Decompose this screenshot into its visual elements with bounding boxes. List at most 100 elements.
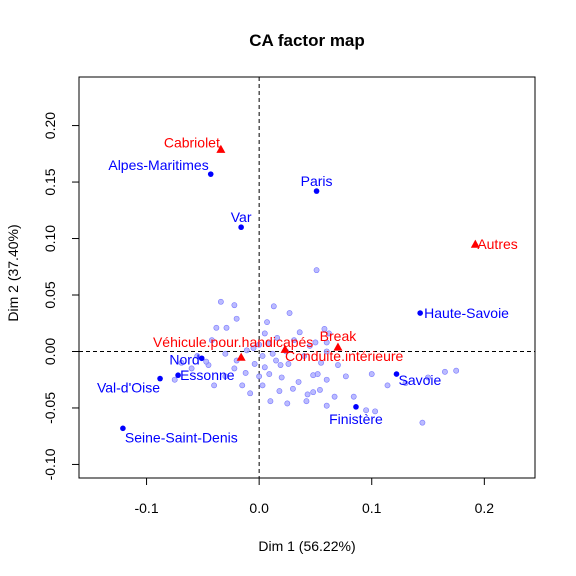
background-point [285, 361, 292, 367]
background-point [233, 315, 240, 322]
row-point-label: Finistère [329, 411, 383, 427]
background-point [242, 370, 249, 376]
background-point [321, 325, 328, 332]
x-tick-label: 0.0 [249, 500, 269, 516]
background-point [264, 319, 270, 326]
row-point [353, 404, 359, 410]
y-tick-label: 0.05 [42, 281, 58, 308]
plot-frame [78, 76, 536, 479]
row-point-label: Val-d'Oise [97, 380, 160, 396]
background-point [290, 385, 296, 392]
column-point-label: Cabriolet [164, 134, 220, 150]
background-point [259, 353, 266, 359]
y-tick-label: 0.10 [42, 225, 58, 252]
background-point [314, 371, 321, 377]
reference-lines [79, 77, 535, 478]
background-point [231, 302, 238, 309]
x-tick-label: 0.1 [362, 500, 382, 516]
background-point [278, 374, 285, 381]
y-axis-label: Dim 2 (37.40%) [5, 224, 21, 321]
background-point [425, 374, 431, 381]
column-point-label: Véhicule.pour.handicapés [153, 334, 313, 350]
background-point [291, 337, 297, 344]
background-point [335, 362, 341, 368]
row-point-label: Savoie [399, 372, 442, 388]
row-point-label: Var [231, 209, 252, 225]
column-point [216, 144, 226, 153]
background-point [306, 342, 313, 349]
row-point [175, 372, 181, 379]
row-point [207, 171, 214, 177]
background-point [303, 398, 310, 405]
background-point [313, 267, 320, 274]
background-point [222, 350, 229, 357]
background-point [274, 335, 281, 341]
background-point [310, 389, 317, 396]
background-point [250, 345, 257, 351]
column-point-label: Conduite.intérieure [285, 348, 404, 364]
background-point [266, 371, 273, 377]
background-point [217, 298, 224, 305]
row-point [198, 355, 205, 362]
background-point [326, 330, 332, 337]
x-tick-label: -0.1 [134, 500, 158, 516]
background-point [178, 359, 185, 366]
column-point [470, 239, 480, 248]
background-point [286, 310, 293, 316]
background-point [301, 353, 308, 359]
background-point [284, 400, 291, 407]
y-tick-label: 0.00 [42, 338, 58, 365]
x-axis-label: Dim 1 (56.22%) [258, 538, 355, 554]
background-point [259, 382, 266, 389]
row-point [393, 371, 400, 377]
y-tick-label: -0.05 [42, 392, 58, 424]
y-tick-label: -0.10 [42, 448, 58, 480]
background-point [384, 382, 391, 389]
background-point [295, 379, 302, 385]
background-point [323, 376, 330, 383]
row-points: Alpes-Maritimes Paris Var Haute-Savoie NordE… [97, 157, 509, 445]
background-point [208, 337, 215, 344]
row-point [120, 425, 126, 432]
background-point [323, 402, 330, 409]
background-point [203, 358, 210, 365]
background-point [251, 361, 258, 367]
background-point [368, 371, 375, 377]
background-point [269, 350, 276, 357]
background-point [171, 376, 178, 383]
background-point [270, 303, 277, 310]
row-point-label: Paris [301, 173, 333, 189]
column-point [280, 344, 290, 353]
background-point [372, 408, 379, 415]
background-points [171, 267, 460, 426]
background-point [273, 357, 279, 364]
background-point [304, 391, 311, 398]
background-point [243, 347, 250, 354]
row-point-label: Alpes-Maritimes [108, 157, 208, 173]
background-point [317, 386, 323, 393]
y-axis: -0.10 -0.05 0.00 0.05 0.10 0.15 0.20 [42, 112, 80, 480]
background-point [318, 359, 324, 366]
background-point [442, 368, 448, 375]
background-point [277, 362, 284, 368]
background-point [239, 382, 246, 389]
background-point [223, 324, 230, 331]
background-point [256, 341, 263, 348]
background-point [296, 329, 303, 336]
column-point-label: Break [320, 328, 358, 344]
background-point [231, 365, 238, 372]
background-point [402, 380, 409, 387]
row-point-label: Haute-Savoie [424, 305, 509, 321]
background-point [267, 398, 274, 405]
row-point [417, 310, 423, 316]
column-point [333, 342, 343, 351]
background-point [419, 419, 426, 426]
background-point [350, 393, 357, 400]
background-point [363, 407, 370, 414]
background-point [261, 364, 268, 371]
background-point [312, 339, 319, 346]
row-point-label: Nord [169, 351, 199, 367]
background-point [247, 390, 254, 397]
